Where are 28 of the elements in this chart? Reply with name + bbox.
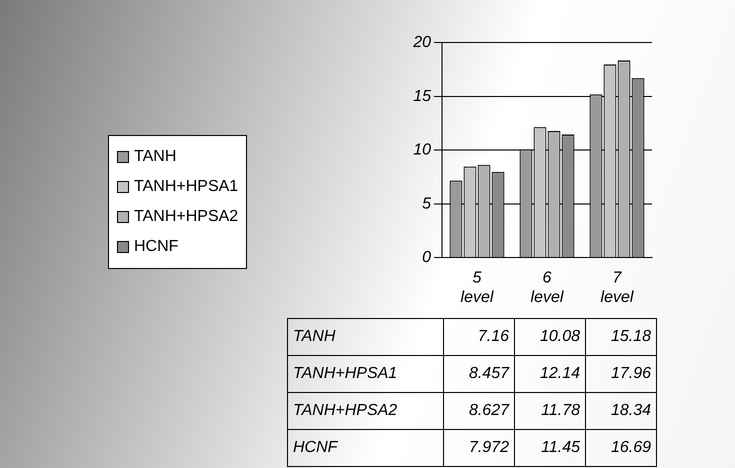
data-label: 11.45 [514,430,586,466]
legend-label: TANH+HPSA2 [134,208,238,226]
text: TANH+HPSA1 [293,365,398,382]
data-label: 7.16 [444,318,514,356]
data-label: 18.34 [586,392,656,430]
legend-label: TANH [134,148,176,166]
data-label: 7.972 [444,430,514,466]
data-label: 8.457 [444,356,514,392]
data-label: 10.08 [514,318,586,356]
y-tick-label: 15 [413,88,432,105]
y-tick-label: 5 [422,195,432,212]
x-tick-label: 6 level [530,270,564,306]
legend-label: TANH+HPSA1 [134,178,238,196]
data-label: 12.14 [514,356,586,392]
data-label: 11.78 [514,392,586,430]
data-label: 16.69 [586,430,656,466]
y-tick-label: 10 [413,142,432,159]
y-tick-label: 20 [412,34,432,52]
text: TANH+HPSA2 [293,402,398,419]
x-tick-label: 7 level [600,270,634,306]
data-label: 17.96 [586,356,656,392]
legend-label: HCNF [134,238,178,256]
data-label: 15.18 [586,318,656,356]
text: HCNF [293,439,338,456]
y-tick-label: 0 [422,249,432,266]
x-tick-label: 5 level [460,270,494,306]
text: TANH [293,328,336,345]
data-label: 8.627 [444,392,514,430]
